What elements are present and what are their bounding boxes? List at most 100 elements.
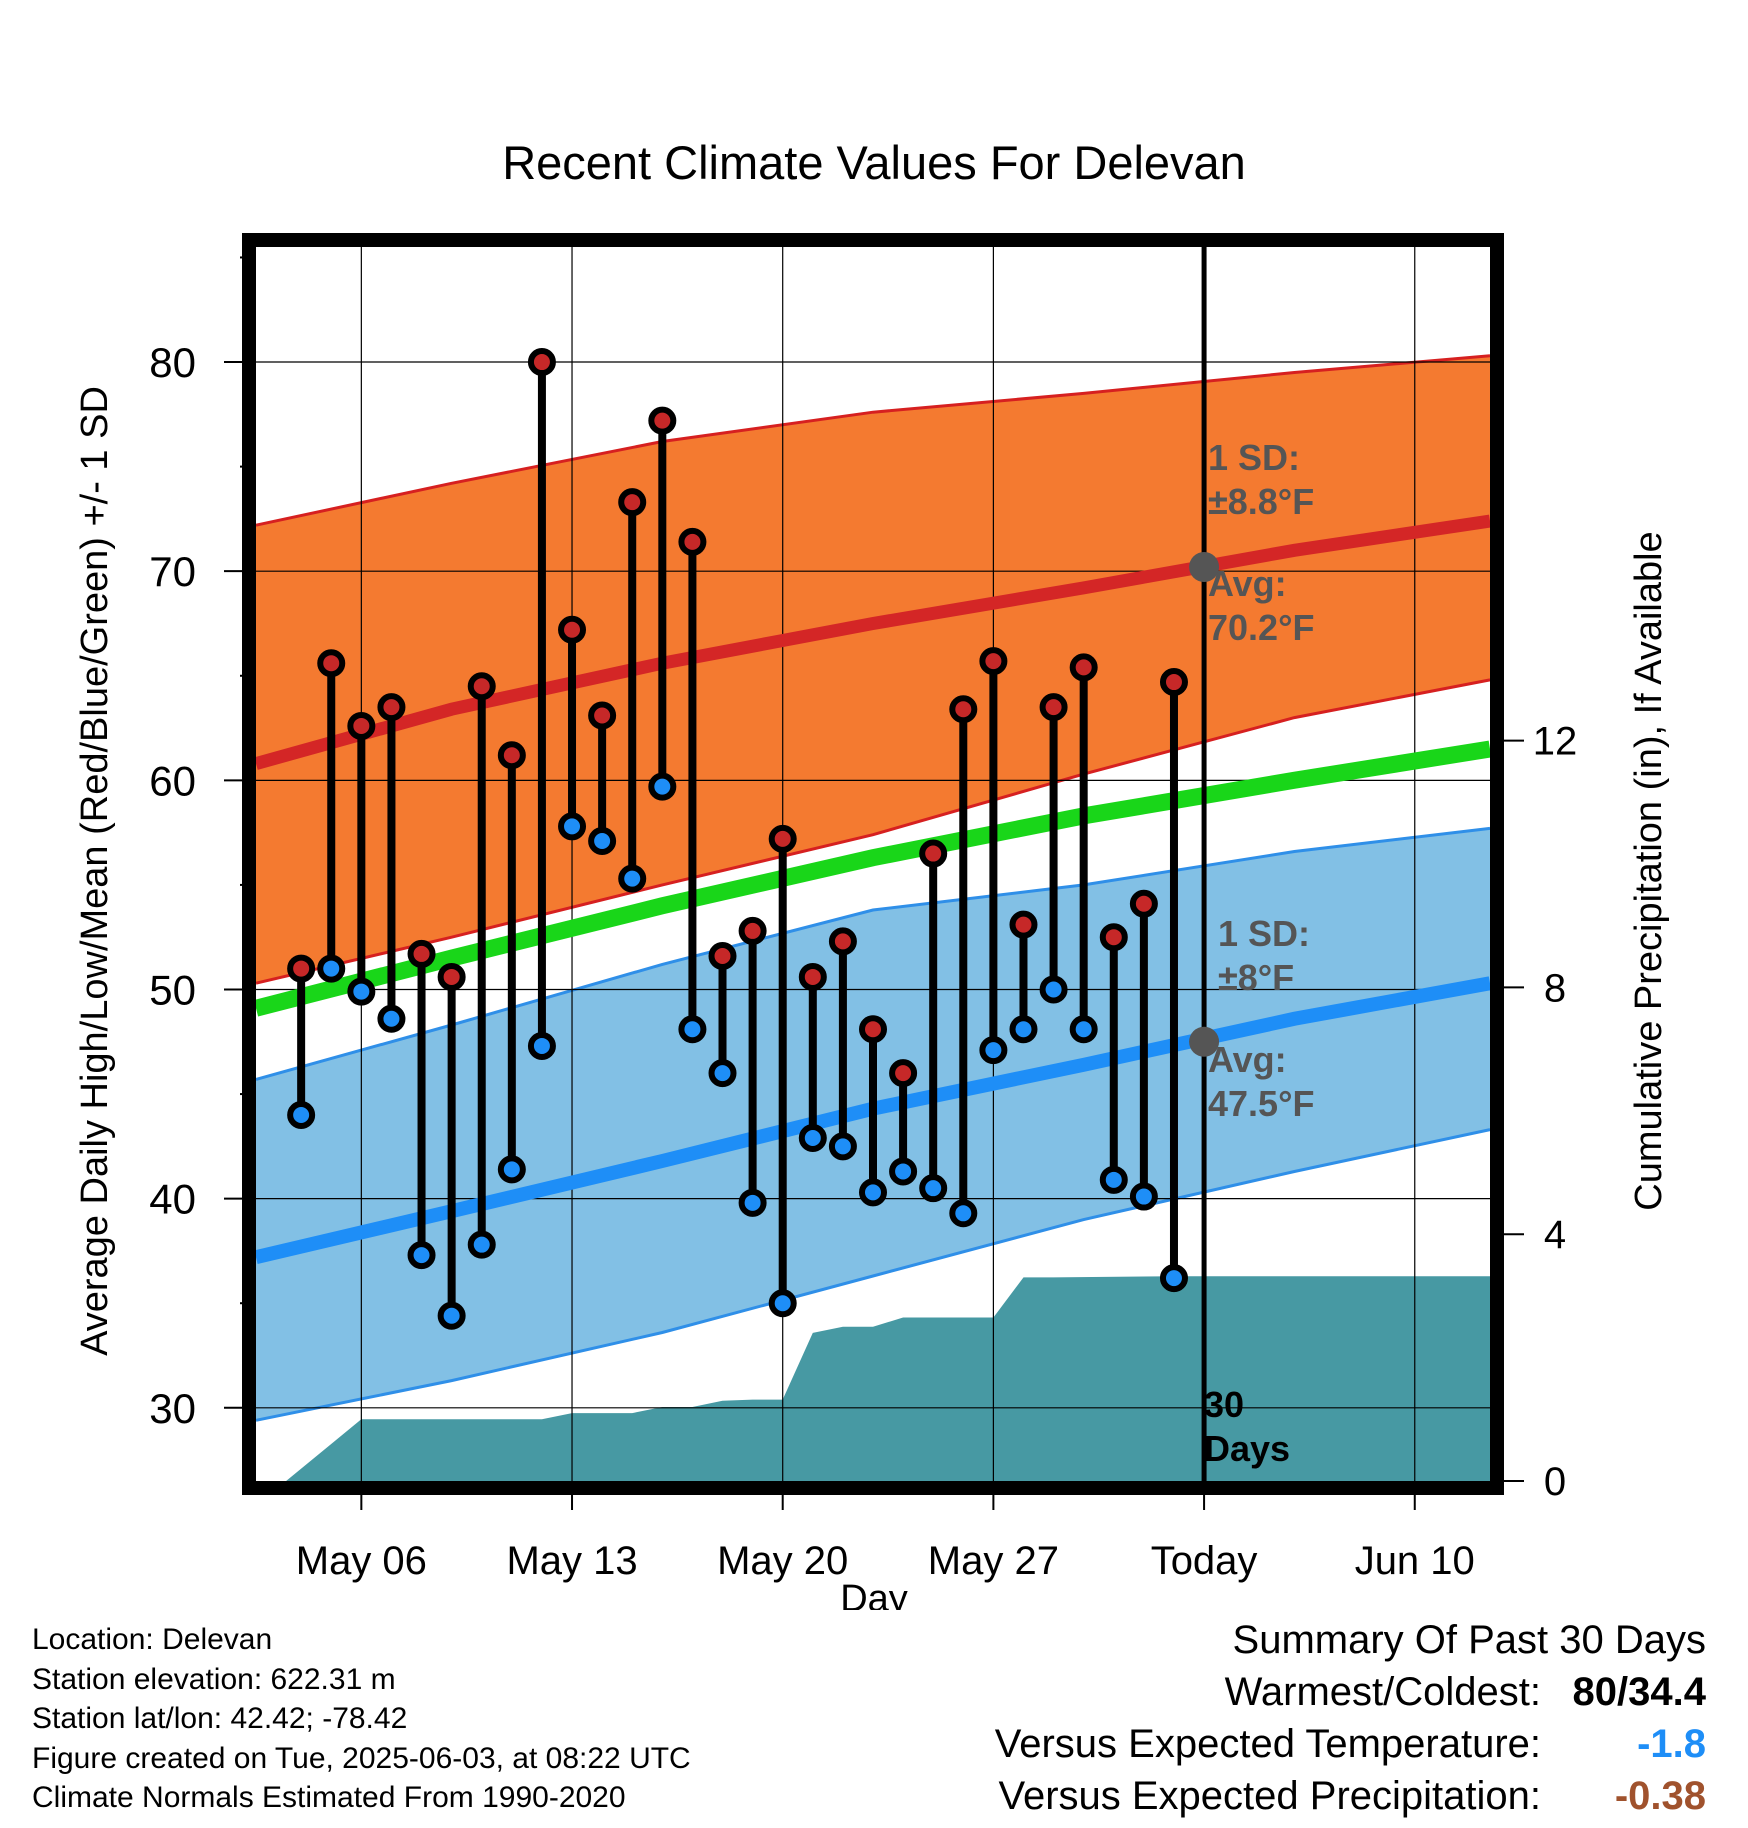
- daily-low-point: [678, 1015, 707, 1044]
- y2-tick-label: 8: [1544, 966, 1566, 1010]
- x-tick-label: Today: [1151, 1539, 1258, 1583]
- daily-high-point: [949, 695, 978, 724]
- daily-high-point: [859, 1015, 887, 1044]
- daily-low-point: [648, 772, 677, 801]
- location-text: Location: Delevan: [32, 1623, 273, 1656]
- y2-tick-label: 12: [1533, 720, 1578, 764]
- low-sd-lower-edge: [255, 1128, 1491, 1422]
- y-tick-label: 30: [149, 1385, 196, 1432]
- daily-high-point: [377, 693, 406, 722]
- daily-high-point: [317, 649, 346, 678]
- precip-label: Versus Expected Precipitation:: [998, 1774, 1541, 1818]
- daily-low-point: [287, 1100, 316, 1129]
- summary-title-row: Summary Of Past 30 Days: [995, 1618, 1706, 1670]
- x-tick-label: May 06: [296, 1539, 427, 1583]
- daily-high-point: [889, 1059, 918, 1088]
- climate-chart: Recent Climate Values For Delevan 1 SD:±…: [74, 136, 1670, 1610]
- daily-high-point: [467, 672, 496, 701]
- daily-low-point: [1099, 1165, 1128, 1194]
- daily-low-point: [738, 1188, 767, 1217]
- daily-low-point: [467, 1230, 496, 1259]
- daily-low-point: [708, 1059, 737, 1088]
- daily-low-point: [1129, 1182, 1158, 1211]
- daily-high-point: [1069, 653, 1098, 682]
- station-info: Location: Delevan Station elevation: 622…: [32, 1620, 691, 1818]
- daily-low-point: [317, 954, 346, 983]
- daily-high-point: [768, 824, 797, 853]
- daily-low-point: [588, 826, 617, 855]
- low-avg-today-marker: [1189, 1026, 1220, 1057]
- daily-high-point: [1159, 668, 1188, 697]
- daily-low-point: [1159, 1264, 1188, 1293]
- daily-high-point: [979, 647, 1008, 676]
- daily-low-point: [919, 1174, 948, 1203]
- daily-low-point: [377, 1004, 406, 1033]
- y-tick-label: 70: [149, 548, 196, 595]
- precip-area: [256, 1276, 1490, 1481]
- period-label-number: 30: [1204, 1384, 1244, 1425]
- low-sd-value: ±8°F: [1218, 957, 1294, 998]
- daily-high-point: [648, 406, 677, 435]
- y-tick-label: 80: [149, 339, 196, 386]
- warm-cold-row: Warmest/Coldest: 80/34.4: [995, 1670, 1706, 1722]
- daily-high-point: [1129, 889, 1158, 918]
- x-axis-label: Day: [840, 1578, 908, 1610]
- summary-panel: Summary Of Past 30 Days Warmest/Coldest:…: [995, 1618, 1706, 1826]
- daily-low-point: [1069, 1015, 1098, 1044]
- daily-high-point: [708, 942, 737, 971]
- y2-tick-label: 4: [1544, 1213, 1566, 1257]
- daily-high-point: [828, 927, 857, 956]
- daily-low-point: [618, 864, 647, 893]
- daily-high-point: [798, 962, 827, 991]
- daily-low-point: [1009, 1015, 1038, 1044]
- daily-low-point: [798, 1123, 827, 1152]
- summary-title: Summary Of Past 30 Days: [1232, 1618, 1706, 1662]
- daily-high-point: [1009, 910, 1038, 939]
- x-tick-label: Jun 10: [1355, 1539, 1475, 1583]
- daily-low-point: [949, 1199, 978, 1228]
- y-tick-label: 60: [149, 757, 196, 804]
- high-sd-lower-edge: [255, 678, 1491, 985]
- y-tick-label: 40: [149, 1176, 196, 1223]
- precip-row: Versus Expected Precipitation: -0.38: [995, 1774, 1706, 1826]
- high-sd-label: 1 SD:: [1208, 437, 1300, 478]
- y-axis-label: Average Daily High/Low/Mean (Red/Blue/Gr…: [74, 386, 116, 1356]
- daily-low-point: [1039, 975, 1068, 1004]
- daily-high-point: [287, 954, 316, 983]
- high-avg-line: [256, 514, 1490, 770]
- x-tick-label: May 20: [717, 1539, 848, 1583]
- daily-low-point: [828, 1132, 857, 1161]
- plot-frame: [242, 233, 1504, 1495]
- daily-high-point: [437, 962, 466, 991]
- daily-high-point: [497, 741, 526, 770]
- chart-title: Recent Climate Values For Delevan: [502, 136, 1246, 189]
- x-tick-label: May 27: [928, 1539, 1059, 1583]
- temp-value: -1.8: [1637, 1722, 1706, 1766]
- daily-high-point: [678, 527, 707, 556]
- low-sd-label: 1 SD:: [1218, 913, 1310, 954]
- high-sd-upper-edge: [255, 354, 1491, 527]
- mean-avg-line: [256, 740, 1490, 1017]
- daily-low-point: [558, 812, 587, 841]
- elevation-text: Station elevation: 622.31 m: [32, 1662, 396, 1696]
- warm-cold-value: 80/34.4: [1572, 1670, 1706, 1714]
- high-avg-value: 70.2°F: [1208, 607, 1314, 648]
- daily-high-point: [407, 939, 436, 968]
- x-tick-label: May 13: [506, 1539, 637, 1583]
- daily-low-point: [437, 1301, 466, 1330]
- daily-low-point: [407, 1241, 436, 1270]
- daily-low-point: [347, 977, 376, 1006]
- normals-text: Climate Normals Estimated From 1990-2020: [32, 1781, 626, 1814]
- daily-high-point: [919, 839, 948, 868]
- daily-high-point: [588, 701, 617, 730]
- daily-high-point: [1099, 923, 1128, 952]
- daily-low-point: [889, 1157, 918, 1186]
- warm-cold-label: Warmest/Coldest:: [1224, 1670, 1541, 1714]
- daily-low-point: [859, 1178, 887, 1207]
- daily-high-point: [618, 488, 647, 517]
- high-avg-today-marker: [1189, 552, 1220, 583]
- high-avg-label: Avg:: [1208, 563, 1287, 604]
- daily-high-point: [1039, 693, 1068, 722]
- daily-high-point: [347, 711, 376, 740]
